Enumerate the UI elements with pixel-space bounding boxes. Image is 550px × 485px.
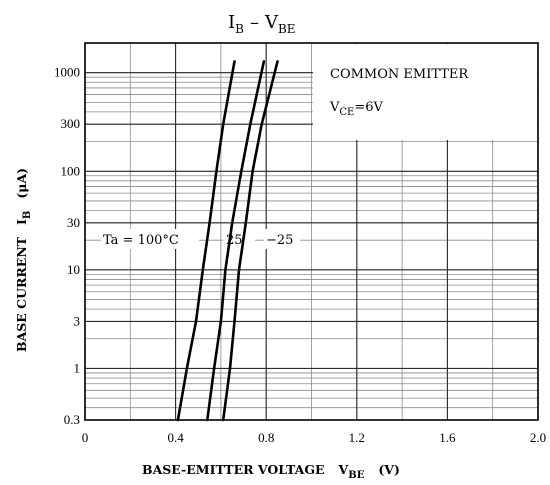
plot-frame [84,42,539,421]
curve-3 [221,60,279,422]
condition-common-emitter: COMMON EMITTER [330,67,469,82]
y-axis-label: BASE CURRENTIB(μA) [14,168,33,352]
y-tick-label: 300 [61,116,81,131]
temp-label-100: Ta = 100°C [103,233,179,248]
x-tick-label: 0.4 [167,430,184,445]
temperature-labels: Ta = 100°C 25 −25 [101,229,300,249]
x-tick-label: 0.8 [258,430,274,445]
temp-label-minus25: −25 [266,233,293,248]
y-tick-label: 100 [61,163,81,178]
curve-1 [176,60,236,422]
y-tick-labels: 0.3 1 3 10 30 100 300 1000 [54,65,80,427]
x-tick-labels: 0 0.4 0.8 1.2 1.6 2.0 [82,430,546,445]
x-tick-label: 0 [82,430,89,445]
x-axis-label: BASE-EMITTER VOLTAGE VBE (V) [142,462,400,481]
condition-vce: VCE=6V [329,100,384,118]
curves [176,60,279,422]
y-tick-label: 1 [74,360,81,375]
x-tick-label: 1.2 [349,430,365,445]
temp-label-bg [101,229,199,249]
y-tick-label: 3 [74,313,81,328]
x-tick-label: 2.0 [530,430,546,445]
x-tick-label: 1.6 [439,430,456,445]
y-tick-label: 1000 [54,65,80,80]
y-tick-label: 10 [67,262,80,277]
y-tick-label: 30 [67,215,80,230]
chart-title: IB – VBE [228,12,296,36]
curve-2 [206,60,266,422]
y-tick-label: 0.3 [64,412,80,427]
conditions-box [313,44,537,140]
temp-label-minus25-bg [264,229,300,249]
